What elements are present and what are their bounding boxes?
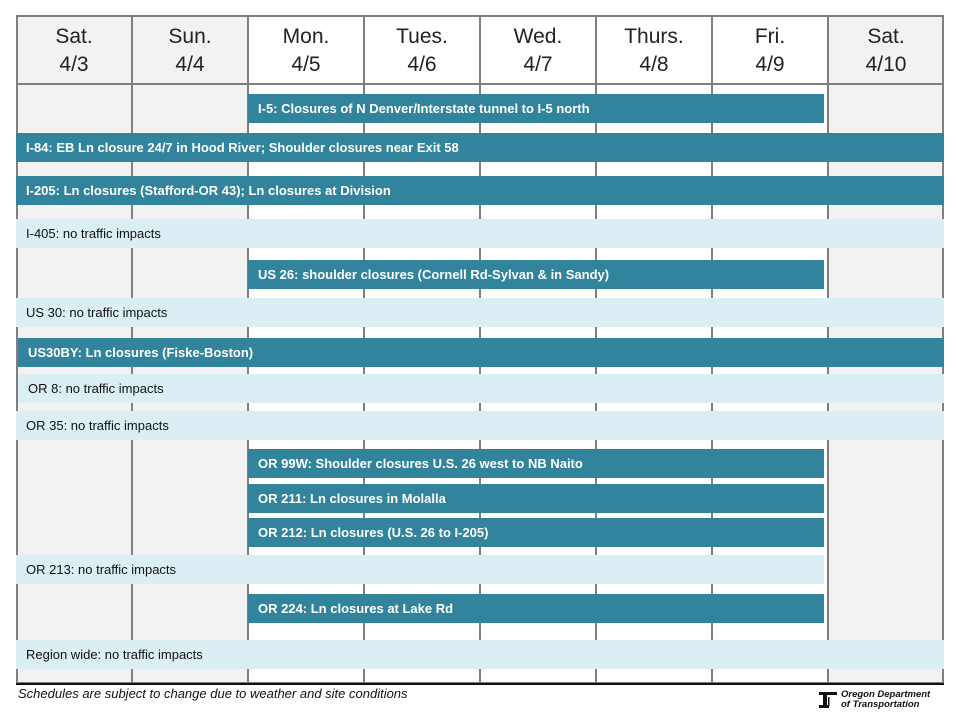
bar-label: OR 213: no traffic impacts <box>26 562 177 577</box>
bar-label: I-5: Closures of N Denver/Interstate tun… <box>258 101 590 116</box>
column-header-thurs-4-8: Thurs. 4/8 <box>596 17 712 84</box>
logo-line-2: of Transportation <box>841 699 920 710</box>
bar-label: OR 211: Ln closures in Molalla <box>258 491 446 506</box>
bar-label: OR 35: no traffic impacts <box>26 418 169 433</box>
no-impact-bar-or8: OR 8: no traffic impacts <box>18 374 944 403</box>
closure-bar-i5: I-5: Closures of N Denver/Interstate tun… <box>248 94 824 123</box>
bar-label: I-205: Ln closures (Stafford-OR 43); Ln … <box>26 183 391 198</box>
closure-bar-or211: OR 211: Ln closures in Molalla <box>248 484 824 513</box>
day-label: Thurs. <box>624 24 684 48</box>
column-header-sat-4-10: Sat. 4/10 <box>828 17 944 84</box>
day-label: Fri. <box>754 24 786 48</box>
odot-logo: Oregon Department of Transportation <box>818 690 930 710</box>
date-label: 4/10 <box>865 52 907 76</box>
closure-bar-us30by: US30BY: Ln closures (Fiske-Boston) <box>18 338 944 367</box>
bar-label: I-84: EB Ln closure 24/7 in Hood River; … <box>26 140 459 155</box>
no-impact-bar-us30: US 30: no traffic impacts <box>16 298 944 327</box>
column-header-sun-4-4: Sun. 4/4 <box>132 17 248 84</box>
column-header-mon-4-5: Mon. 4/5 <box>248 17 364 84</box>
closure-bar-or212: OR 212: Ln closures (U.S. 26 to I-205) <box>248 518 824 547</box>
day-label: Sun. <box>168 24 212 48</box>
bar-label: US 26: shoulder closures (Cornell Rd-Syl… <box>258 267 610 282</box>
date-label: 4/4 <box>175 52 205 76</box>
header-divider <box>16 83 944 85</box>
logo-line-1: Oregon Department <box>841 689 931 700</box>
bar-label: OR 8: no traffic impacts <box>28 381 164 396</box>
day-label: Wed. <box>513 24 563 48</box>
no-impact-bar-i405: I-405: no traffic impacts <box>16 219 944 248</box>
bar-label: US30BY: Ln closures (Fiske-Boston) <box>28 345 254 360</box>
bar-label: I-405: no traffic impacts <box>26 226 161 241</box>
closure-bar-us26: US 26: shoulder closures (Cornell Rd-Syl… <box>248 260 824 289</box>
date-label: 4/6 <box>407 52 437 76</box>
day-label: Sat. <box>867 24 905 48</box>
table-bottom-border <box>16 683 944 685</box>
date-label: 4/5 <box>291 52 321 76</box>
column-header-sat-4-3: Sat. 4/3 <box>16 17 132 84</box>
bar-label: Region wide: no traffic impacts <box>26 647 203 662</box>
day-label: Sat. <box>55 24 93 48</box>
no-impact-bar-or213: OR 213: no traffic impacts <box>16 555 824 584</box>
closure-bar-i84: I-84: EB Ln closure 24/7 in Hood River; … <box>16 133 944 162</box>
column-header-fri-4-9: Fri. 4/9 <box>712 17 828 84</box>
date-label: 4/3 <box>59 52 89 76</box>
day-label: Tues. <box>396 24 448 48</box>
bar-label: OR 224: Ln closures at Lake Rd <box>258 601 454 616</box>
bar-label: OR 212: Ln closures (U.S. 26 to I-205) <box>258 525 489 540</box>
date-label: 4/7 <box>523 52 553 76</box>
date-label: 4/9 <box>755 52 785 76</box>
closure-bar-i205: I-205: Ln closures (Stafford-OR 43); Ln … <box>16 176 944 205</box>
closure-bar-or99w: OR 99W: Shoulder closures U.S. 26 west t… <box>248 449 824 478</box>
odot-emblem-icon <box>819 692 837 708</box>
schedule-disclaimer: Schedules are subject to change due to w… <box>18 686 408 701</box>
column-header-tues-4-6: Tues. 4/6 <box>364 17 480 84</box>
column-header-wed-4-7: Wed. 4/7 <box>480 17 596 84</box>
bar-label: US 30: no traffic impacts <box>26 305 168 320</box>
day-label: Mon. <box>282 24 330 48</box>
date-label: 4/8 <box>639 52 669 76</box>
bar-label: OR 99W: Shoulder closures U.S. 26 west t… <box>258 456 583 471</box>
closure-bar-or224: OR 224: Ln closures at Lake Rd <box>248 594 824 623</box>
no-impact-bar-region-wide: Region wide: no traffic impacts <box>16 640 944 669</box>
no-impact-bar-or35: OR 35: no traffic impacts <box>16 411 944 440</box>
